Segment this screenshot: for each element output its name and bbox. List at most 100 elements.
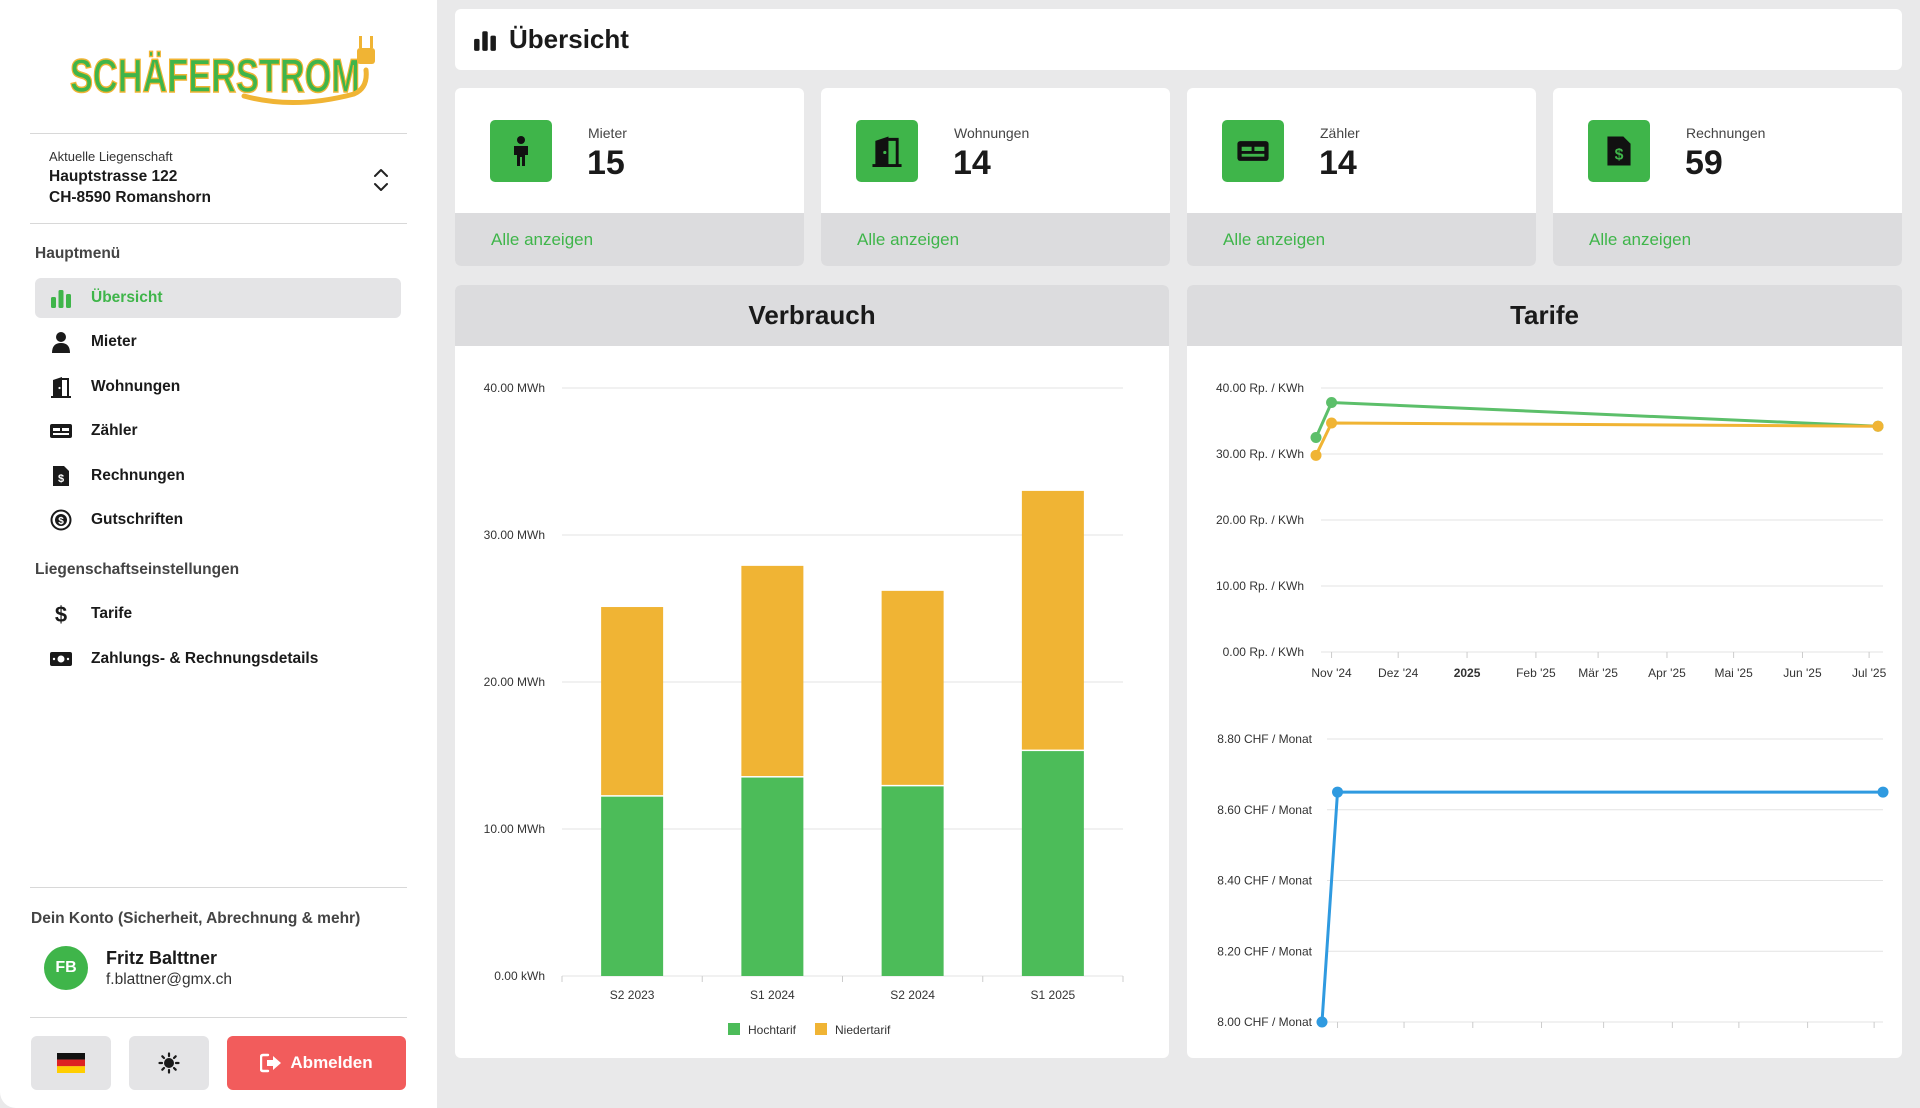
tarife-chart: 0.00 Rp. / KWh 10.00 Rp. / KWh 20.00 Rp. /… — [1216, 381, 1889, 1029]
series-line — [1320, 790, 1883, 1023]
sidebar-item-label: Zahlungs- & Rechnungsdetails — [91, 650, 319, 667]
bar-hochtarif — [881, 786, 944, 976]
y-tick-label: 10.00 MWh — [484, 822, 545, 836]
x-tick-label: Jul '25 — [1852, 666, 1887, 680]
data-point — [1310, 432, 1322, 443]
y-tick-label: 30.00 Rp. / KWh — [1216, 447, 1304, 461]
property-caption: Aktuelle Liegenschaft — [49, 149, 173, 164]
show-all-link[interactable]: Alle anzeigen — [1187, 213, 1536, 266]
sidebar-item-zaehler[interactable]: Zähler — [35, 411, 401, 451]
y-tick-label: 0.00 kWh — [494, 969, 545, 983]
door-icon — [856, 120, 918, 182]
bar-hochtarif — [1021, 751, 1084, 976]
bar-niedertarif — [1021, 490, 1084, 750]
x-tick-label: Feb '25 — [1516, 666, 1556, 680]
sidebar-item-label: Mieter — [91, 333, 137, 350]
data-point — [1877, 786, 1889, 798]
data-point — [1872, 420, 1884, 432]
sidebar-item-label: Rechnungen — [91, 467, 185, 484]
sidebar-item-zahlungsdetails[interactable]: Zahlungs- & Rechnungsdetails — [35, 639, 401, 679]
x-tick-label: 2025 — [1454, 666, 1481, 680]
show-all-link[interactable]: Alle anzeigen — [455, 213, 804, 266]
stat-value: 59 — [1685, 144, 1723, 182]
y-tick-label: 10.00 Rp. / KWh — [1216, 579, 1304, 593]
y-tick-label: 30.00 MWh — [484, 528, 545, 542]
sidebar-item-label: Gutschriften — [91, 511, 184, 528]
y-tick-label: 0.00 Rp. / KWh — [1223, 645, 1304, 659]
stat-label: Rechnungen — [1686, 125, 1766, 141]
y-tick-label: 8.60 CHF / Monat — [1217, 803, 1312, 817]
y-tick-label: 8.20 CHF / Monat — [1217, 944, 1312, 958]
legend-swatch — [728, 1023, 740, 1035]
logout-button[interactable]: Abmelden — [227, 1036, 406, 1090]
legend-label: Hochtarif — [748, 1023, 797, 1037]
series-line — [1314, 400, 1879, 439]
show-all-link[interactable]: Alle anzeigen — [821, 213, 1170, 266]
svg-text:$: $ — [1615, 147, 1624, 164]
verbrauch-card: Verbrauch 0.00 kWh 10.00 MWh 20.00 MWh 30.0… — [455, 285, 1169, 1058]
x-tick-label: S1 2024 — [750, 988, 795, 1002]
y-tick-label: 20.00 Rp. / KWh — [1216, 513, 1304, 527]
tarife-card: Tarife 0.00 Rp. / KWh 10.00 Rp. / KWh 20.0… — [1187, 285, 1902, 1058]
x-tick-label: Apr '25 — [1648, 666, 1686, 680]
stat-value: 14 — [1319, 144, 1357, 182]
svg-text:$: $ — [55, 602, 67, 626]
avatar[interactable]: FB — [44, 946, 88, 990]
sidebar-item-mieter[interactable]: Mieter — [35, 322, 401, 362]
property-selector[interactable]: Aktuelle Liegenschaft Hauptstrasse 122 C… — [49, 149, 399, 207]
divider — [30, 133, 407, 134]
stat-label: Zähler — [1320, 125, 1360, 141]
sidebar-item-wohnungen[interactable]: Wohnungen — [35, 367, 401, 407]
language-button[interactable] — [31, 1036, 111, 1090]
stat-label: Wohnungen — [954, 125, 1030, 141]
x-tick-label: S1 2025 — [1031, 988, 1076, 1002]
divider — [30, 223, 407, 224]
sidebar-item-rechnungen[interactable]: $ Rechnungen — [35, 456, 401, 496]
theme-toggle-button[interactable] — [129, 1036, 209, 1090]
stat-label: Mieter — [588, 125, 627, 141]
property-address-line1: Hauptstrasse 122 — [49, 168, 178, 185]
chevron-up-down-icon[interactable] — [370, 166, 392, 194]
show-all-link[interactable]: Alle anzeigen — [1553, 213, 1902, 266]
chart-title: Tarife — [1187, 285, 1902, 346]
sidebar-item-gutschriften[interactable]: $ Gutschriften — [35, 500, 401, 540]
account-section-title: Dein Konto (Sicherheit, Abrechnung & meh… — [31, 910, 361, 927]
x-tick-label: Jun '25 — [1783, 666, 1822, 680]
settings-menu-title: Liegenschaftseinstellungen — [35, 561, 240, 578]
sidebar-item-label: Tarife — [91, 605, 133, 622]
bar-niedertarif — [741, 565, 804, 777]
x-tick-label: Mai '25 — [1714, 666, 1753, 680]
y-tick-label: 8.00 CHF / Monat — [1217, 1015, 1312, 1029]
legend-label: Niedertarif — [835, 1023, 891, 1037]
data-point — [1332, 786, 1344, 798]
schaeferstrom-logo: SCHÄFERSTROM — [69, 36, 375, 106]
dollar-icon: $ — [49, 602, 73, 626]
user-name: Fritz Balttner — [106, 948, 218, 968]
sidebar-item-uebersicht[interactable]: Übersicht — [35, 278, 401, 318]
logo-text: SCHÄFERSTROM — [70, 49, 360, 102]
invoice-icon: $ — [49, 464, 73, 488]
y-tick-label: 40.00 MWh — [484, 381, 545, 395]
avatar-initials: FB — [55, 959, 77, 976]
bar-hochtarif — [741, 777, 804, 976]
bar-chart-icon — [49, 286, 73, 310]
data-point — [1316, 1016, 1328, 1028]
sidebar-item-label: Wohnungen — [91, 378, 181, 395]
page-header: Übersicht — [455, 9, 1902, 70]
data-point — [1326, 397, 1338, 409]
x-tick-label: S2 2024 — [890, 988, 935, 1002]
stat-card-rechnungen: $ Rechnungen 59 Alle anzeigen — [1553, 88, 1902, 266]
y-tick-label: 8.40 CHF / Monat — [1217, 874, 1312, 888]
sidebar-item-tarife[interactable]: $ Tarife — [35, 594, 401, 634]
main-menu-title: Hauptmenü — [35, 245, 121, 262]
sidebar: SCHÄFERSTROM Aktuelle Liegenschaft Haupt… — [0, 0, 437, 1108]
stat-card-zaehler: Zähler 14 Alle anzeigen — [1187, 88, 1536, 266]
y-tick-label: 40.00 Rp. / KWh — [1216, 381, 1304, 395]
stat-value: 15 — [587, 144, 625, 182]
stat-card-mieter: Mieter 15 Alle anzeigen — [455, 88, 804, 266]
door-icon — [49, 375, 73, 399]
logout-label: Abmelden — [290, 1053, 373, 1072]
stat-card-wohnungen: Wohnungen 14 Alle anzeigen — [821, 88, 1170, 266]
stat-value: 14 — [953, 144, 991, 182]
data-point — [1310, 449, 1322, 461]
